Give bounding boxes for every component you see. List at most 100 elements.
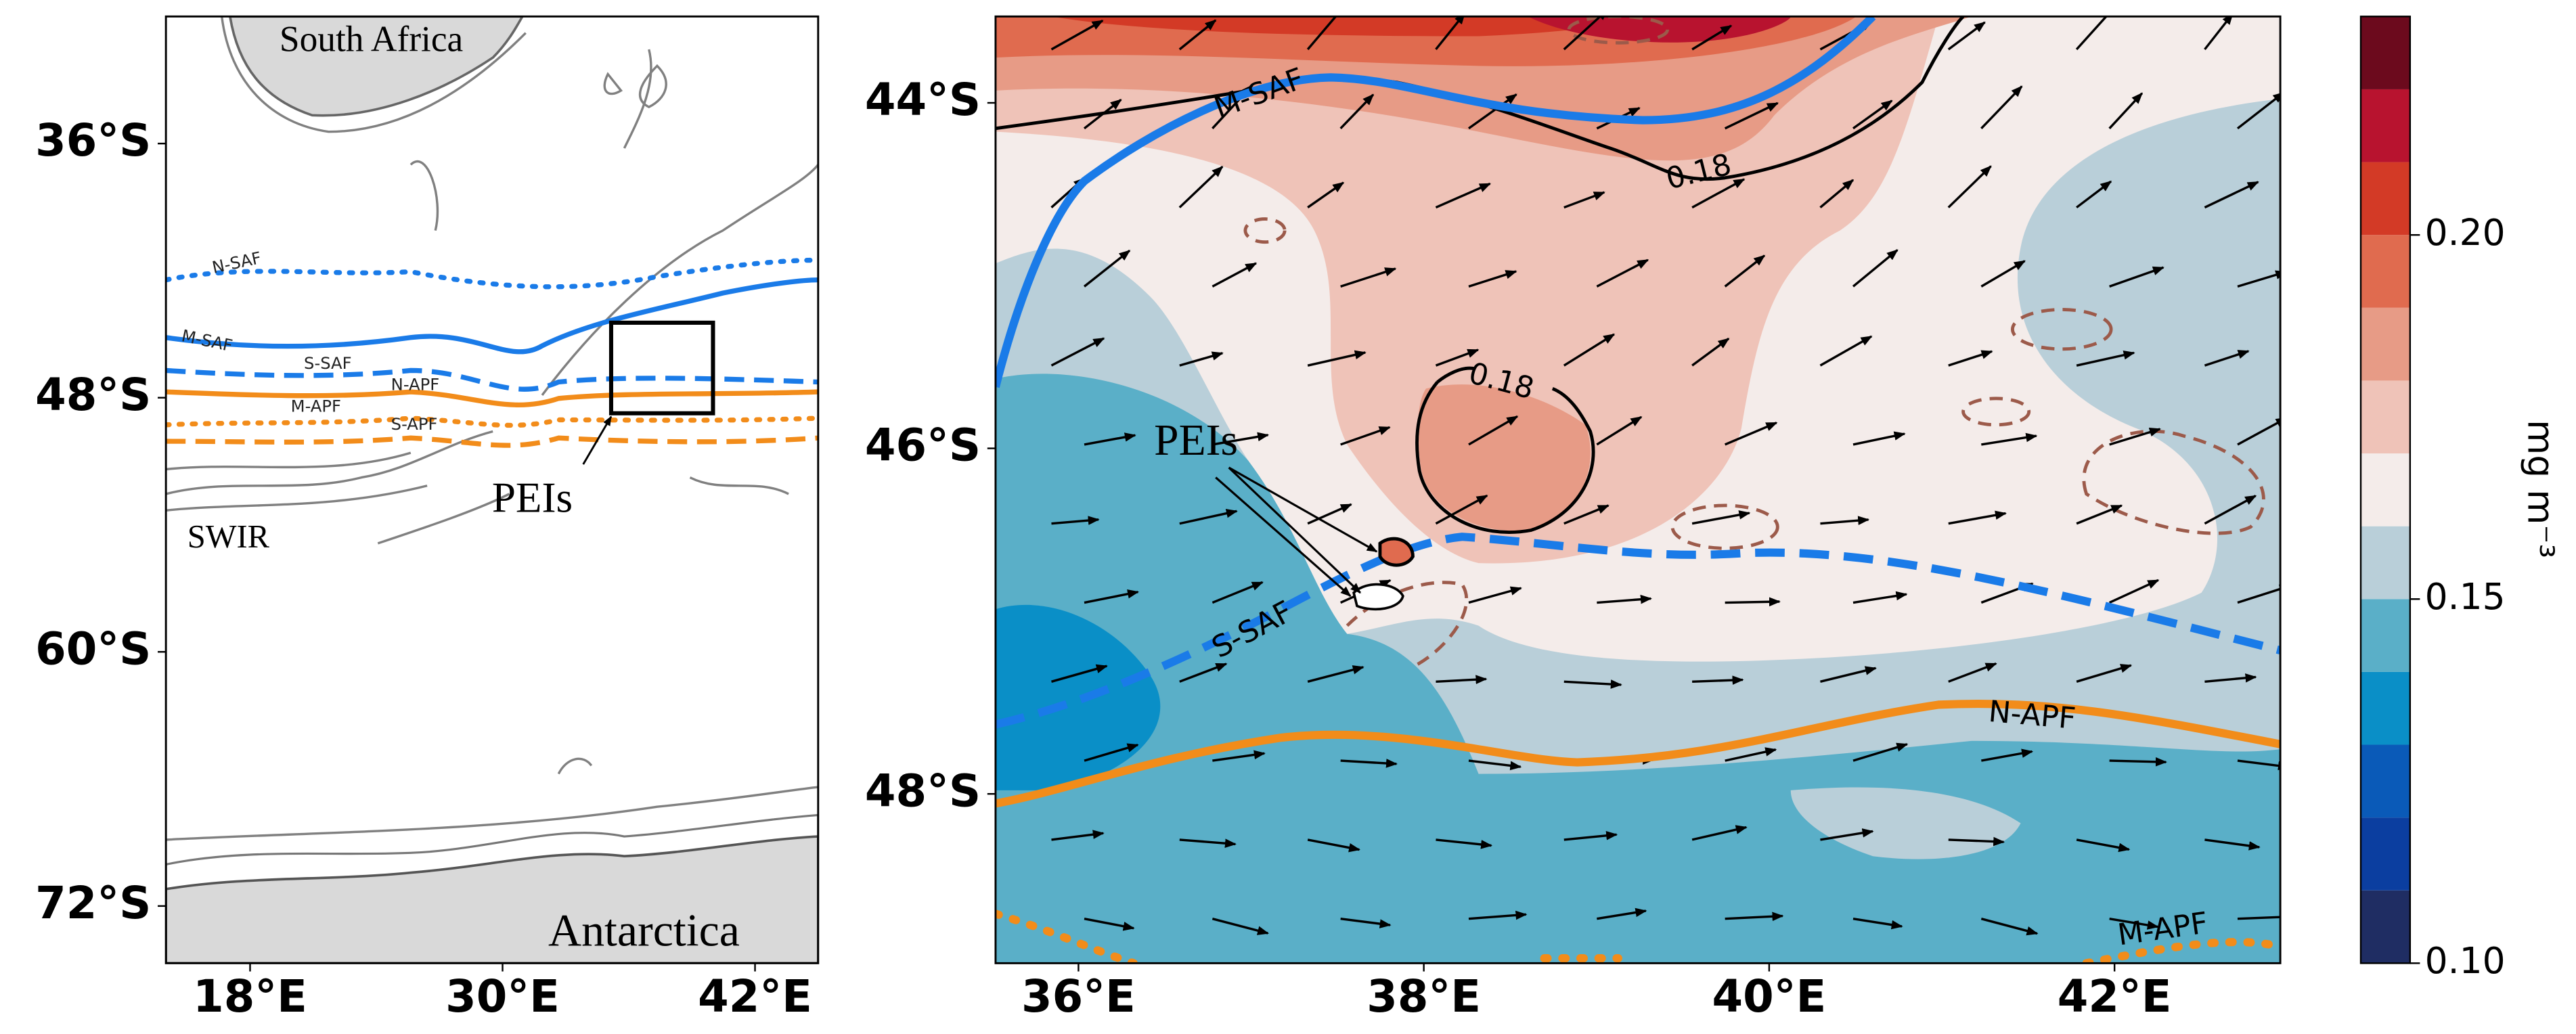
current-arrow [1084,743,1139,762]
current-arrow [1852,249,1898,288]
current-arrow [1179,838,1237,848]
current-arrow [1307,503,1352,525]
current-arrow [1563,504,1609,525]
current-arrow [1563,830,1618,841]
left-frame [164,15,820,964]
current-arrow [1725,912,1784,922]
current-arrow [1820,516,1870,525]
colorbar-tick-label: 0.10 [2425,939,2506,982]
front-label: S-SAF [304,353,352,373]
current-arrow [1980,260,2026,288]
island [1352,583,1404,611]
current-arrow [2109,918,2159,930]
y-tick-label: 60°S [35,623,151,675]
place-label: SWIR [187,518,270,555]
current-arrow [2237,584,2281,604]
current-arrow [1948,350,1993,367]
land [228,16,525,117]
current-arrow [1725,747,1777,762]
y-tick-label: 36°S [35,115,151,166]
x-tick-label: 30°E [445,971,560,1022]
current-arrow [1179,508,1238,525]
current-arrow [1050,19,1104,51]
colorbar-tick-label: 0.20 [2425,211,2506,254]
contour [995,16,1965,181]
current-arrow [1692,675,1744,685]
front-m-saf [166,277,818,355]
colorbar-band [2361,526,2410,600]
current-arrow [1179,662,1228,683]
x-tick-label: 36°E [1021,971,1136,1022]
colorbar-frame [2359,16,2412,964]
front-n-saf [166,257,818,290]
current-arrow [2204,495,2257,525]
front-n-apf [166,389,818,407]
current-arrow [1724,254,1766,288]
current-arrow [1563,16,1609,51]
current-arrow [1436,838,1493,849]
x-tick-label: 40°E [1712,971,1827,1022]
current-arrow [1468,759,1522,771]
current-arrow [1340,267,1397,288]
current-arrow [1980,85,2023,129]
current-arrow [1212,262,1258,288]
colorbar-band [2361,671,2410,745]
current-arrow [2109,757,2167,767]
current-arrow [1179,351,1224,367]
front-label: N-APF [1987,694,2077,736]
current-arrow [1947,165,1992,208]
current-arrow [2237,916,2281,920]
current-arrow [1597,594,1652,604]
current-arrow [2076,180,2112,208]
current-arrow [1083,99,1122,130]
colorbar-tick-label: 0.15 [2425,575,2506,618]
right-frame [994,15,2282,964]
front-m-saf [995,16,1876,388]
colorbar-band [2361,162,2410,235]
current-arrow [1306,16,1337,51]
front-s-saf [995,533,2281,729]
chl-region [995,604,1161,790]
colorbar-band [2361,599,2410,672]
current-arrow [1178,166,1224,208]
current-arrow [1051,516,1100,525]
place-label: PEIs [492,474,573,522]
island [1378,537,1415,567]
current-arrow [1820,666,1877,683]
current-arrow [2204,350,2250,367]
colorbar-band [2361,890,2410,964]
colorbar-band [2361,16,2410,89]
current-arrow [1820,828,1874,841]
current-arrow [1725,597,1781,607]
chl-region [1417,384,1591,531]
current-arrow [1468,910,1528,920]
current-arrow [1340,917,1392,928]
current-arrow [1852,99,1893,130]
current-arrow [2204,673,2257,683]
current-arrow [1819,179,1855,208]
front-label: N-APF [391,375,440,395]
colorbar-band [2361,453,2410,526]
current-arrow [1436,675,1488,685]
y-tick-label: 48°S [35,369,151,421]
current-arrow [1691,24,1733,51]
colorbar-band [2361,235,2410,308]
current-arrow [1339,93,1375,129]
right-map [995,16,2281,964]
place-label: PEIs [1154,416,1238,465]
current-arrow [1852,591,1908,604]
current-arrow [1307,665,1364,683]
current-arrow [1340,759,1398,768]
y-tick-label: 48°S [865,765,981,817]
current-arrow [1948,662,1997,683]
colorbar-band [2361,817,2410,891]
current-arrow [1981,748,2034,762]
current-arrow [1307,838,1361,853]
front-m-apf [995,909,2281,964]
current-arrow [1307,181,1345,208]
current-arrow [1084,589,1140,604]
current-arrow [1212,918,1270,935]
current-arrow [2076,664,2133,683]
study-box [608,320,715,415]
